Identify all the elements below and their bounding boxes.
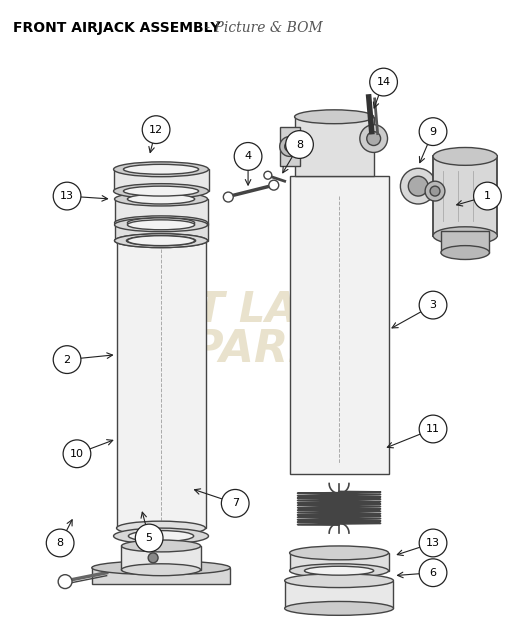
Circle shape (135, 524, 163, 552)
Circle shape (53, 182, 81, 210)
Ellipse shape (115, 216, 208, 230)
Circle shape (419, 291, 447, 319)
Bar (441, 231, 490, 253)
Circle shape (370, 68, 398, 96)
Text: 4: 4 (244, 151, 251, 161)
Circle shape (401, 168, 436, 204)
Text: FRONT AIRJACK ASSEMBLY: FRONT AIRJACK ASSEMBLY (13, 21, 220, 35)
Text: 8: 8 (56, 538, 64, 548)
Text: 13: 13 (426, 538, 440, 548)
Circle shape (430, 186, 440, 196)
Text: - Picture & BOM: - Picture & BOM (201, 21, 322, 35)
Circle shape (234, 142, 262, 170)
Circle shape (419, 415, 447, 443)
Text: PIT LANE: PIT LANE (150, 289, 360, 331)
Text: SPARES: SPARES (159, 328, 351, 371)
Circle shape (408, 176, 428, 196)
Bar (117, 241, 206, 528)
Ellipse shape (115, 234, 208, 248)
Ellipse shape (433, 147, 497, 165)
Ellipse shape (124, 164, 199, 175)
Text: 10: 10 (70, 449, 84, 459)
Ellipse shape (92, 561, 230, 575)
Ellipse shape (115, 192, 208, 206)
Text: 6: 6 (430, 568, 437, 578)
Text: 12: 12 (149, 125, 163, 135)
Ellipse shape (114, 184, 209, 198)
Circle shape (285, 142, 295, 151)
Ellipse shape (127, 194, 194, 204)
Ellipse shape (127, 236, 194, 246)
Ellipse shape (285, 602, 393, 616)
Bar (114, 169, 209, 191)
Text: 8: 8 (296, 139, 303, 149)
Circle shape (63, 440, 91, 467)
Circle shape (53, 346, 81, 374)
Ellipse shape (304, 566, 374, 575)
Ellipse shape (115, 218, 208, 232)
Bar (285, 581, 393, 609)
Text: 7: 7 (232, 498, 239, 508)
Circle shape (367, 132, 381, 146)
Circle shape (419, 118, 447, 146)
Text: 1: 1 (484, 191, 491, 201)
Circle shape (286, 130, 314, 158)
Ellipse shape (115, 234, 208, 248)
Circle shape (142, 116, 170, 144)
Circle shape (473, 182, 501, 210)
Text: 9: 9 (430, 127, 437, 137)
Ellipse shape (126, 236, 195, 246)
Circle shape (419, 559, 447, 587)
Bar (115, 223, 208, 241)
Circle shape (148, 553, 158, 563)
Ellipse shape (122, 540, 201, 552)
Ellipse shape (433, 227, 497, 244)
Bar (290, 553, 388, 571)
Ellipse shape (441, 246, 490, 260)
Circle shape (360, 125, 387, 152)
Ellipse shape (295, 110, 374, 123)
Ellipse shape (290, 546, 388, 560)
Circle shape (223, 192, 233, 202)
Circle shape (425, 181, 445, 201)
Ellipse shape (114, 162, 209, 177)
Circle shape (264, 171, 272, 179)
Bar (290, 176, 388, 474)
Text: 3: 3 (430, 300, 437, 310)
Circle shape (221, 490, 249, 517)
Bar (280, 127, 299, 166)
Ellipse shape (290, 564, 388, 578)
Bar (92, 568, 230, 583)
Text: 5: 5 (146, 533, 153, 543)
Ellipse shape (127, 218, 194, 228)
Bar (122, 546, 201, 570)
Text: 11: 11 (426, 424, 440, 434)
Ellipse shape (124, 186, 199, 196)
Ellipse shape (127, 220, 194, 230)
Ellipse shape (122, 564, 201, 576)
Text: 14: 14 (377, 77, 390, 87)
Circle shape (46, 529, 74, 557)
Circle shape (419, 529, 447, 557)
Text: 2: 2 (64, 355, 71, 365)
Ellipse shape (128, 530, 193, 542)
Circle shape (280, 137, 299, 156)
Ellipse shape (117, 521, 206, 535)
Circle shape (58, 575, 72, 588)
Ellipse shape (285, 574, 393, 588)
Text: 13: 13 (60, 191, 74, 201)
Bar (115, 199, 208, 225)
Ellipse shape (114, 528, 209, 544)
Bar (433, 156, 497, 236)
Circle shape (269, 180, 279, 190)
Bar (295, 117, 374, 176)
